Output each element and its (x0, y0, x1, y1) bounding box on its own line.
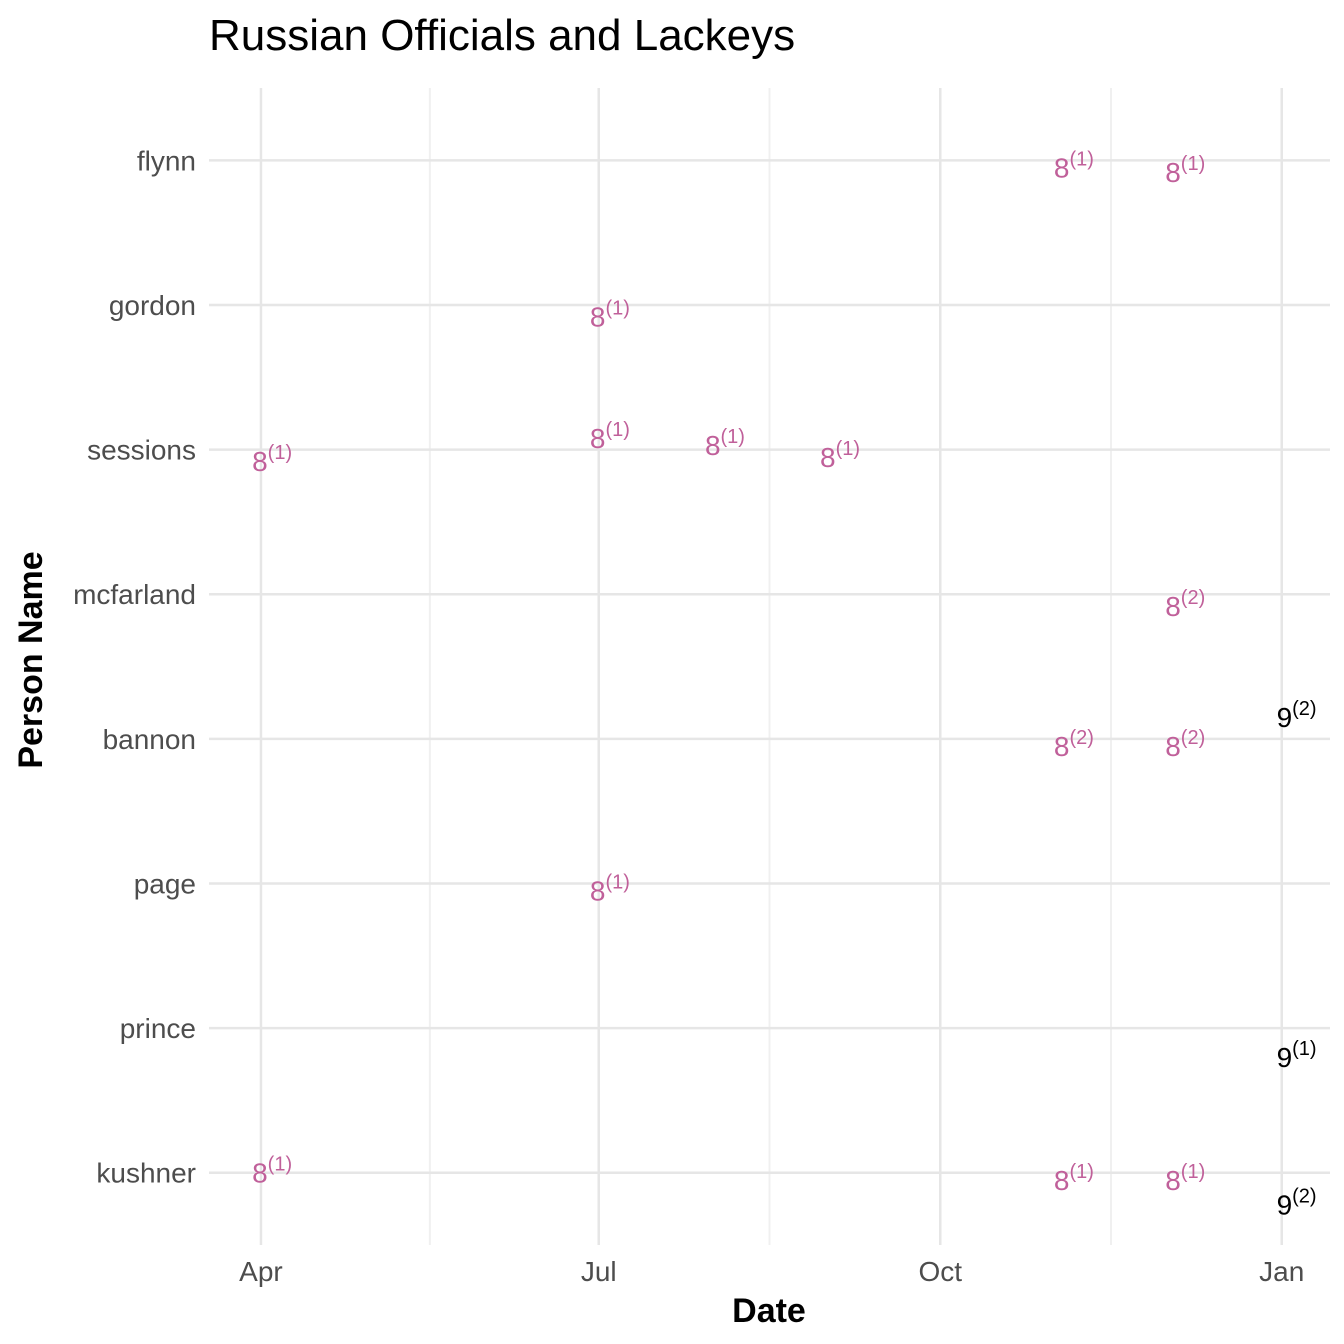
point-label-bannon: 9(2) (1277, 698, 1317, 733)
point-label-flynn: 8(1) (1165, 153, 1205, 188)
point-label-bannon: 8(2) (1054, 727, 1094, 762)
x-axis-title: Date (732, 1292, 806, 1330)
x-tick-label-oct: Oct (918, 1256, 962, 1287)
x-tick-label-jan: Jan (1259, 1256, 1304, 1287)
point-label-kushner: 8(1) (252, 1154, 292, 1189)
point-label-prince: 9(1) (1277, 1038, 1317, 1073)
chart-title: Russian Officials and Lackeys (209, 11, 795, 60)
y-axis-title: Person Name (12, 551, 50, 768)
point-label-page: 8(1) (590, 872, 630, 907)
points-layer: 8(1) 8(1) 8(1) 8(1) 8(1) 8(1) 8(1) 8(2) 8(2) 8(2)… (252, 149, 1317, 1221)
x-tick-labels: Apr Jul Oct Jan (239, 1256, 1304, 1287)
point-label-flynn: 8(1) (1054, 149, 1094, 184)
y-tick-label-page: page (134, 868, 196, 899)
x-tick-label-apr: Apr (239, 1256, 283, 1287)
point-label-mcfarland: 8(2) (1165, 587, 1205, 622)
y-tick-label-kushner: kushner (96, 1158, 196, 1189)
point-label-kushner: 8(1) (1165, 1161, 1205, 1196)
point-label-sessions: 8(1) (590, 419, 630, 454)
y-tick-label-bannon: bannon (103, 724, 196, 755)
y-tick-label-flynn: flynn (137, 145, 196, 176)
point-label-sessions: 8(1) (820, 438, 860, 473)
point-label-bannon: 8(2) (1165, 727, 1205, 762)
y-tick-label-mcfarland: mcfarland (73, 579, 196, 610)
point-label-kushner: 9(2) (1277, 1186, 1317, 1221)
y-tick-label-prince: prince (120, 1013, 196, 1044)
y-tick-labels: flynn gordon sessions mcfarland bannon page pr… (73, 145, 196, 1188)
point-label-sessions: 8(1) (252, 442, 292, 477)
point-label-sessions: 8(1) (705, 426, 745, 461)
y-tick-label-gordon: gordon (109, 290, 196, 321)
grid-layer (209, 88, 1330, 1245)
x-tick-label-jul: Jul (581, 1256, 617, 1287)
point-label-gordon: 8(1) (590, 298, 630, 333)
y-tick-label-sessions: sessions (87, 435, 196, 466)
point-label-kushner: 8(1) (1054, 1161, 1094, 1196)
